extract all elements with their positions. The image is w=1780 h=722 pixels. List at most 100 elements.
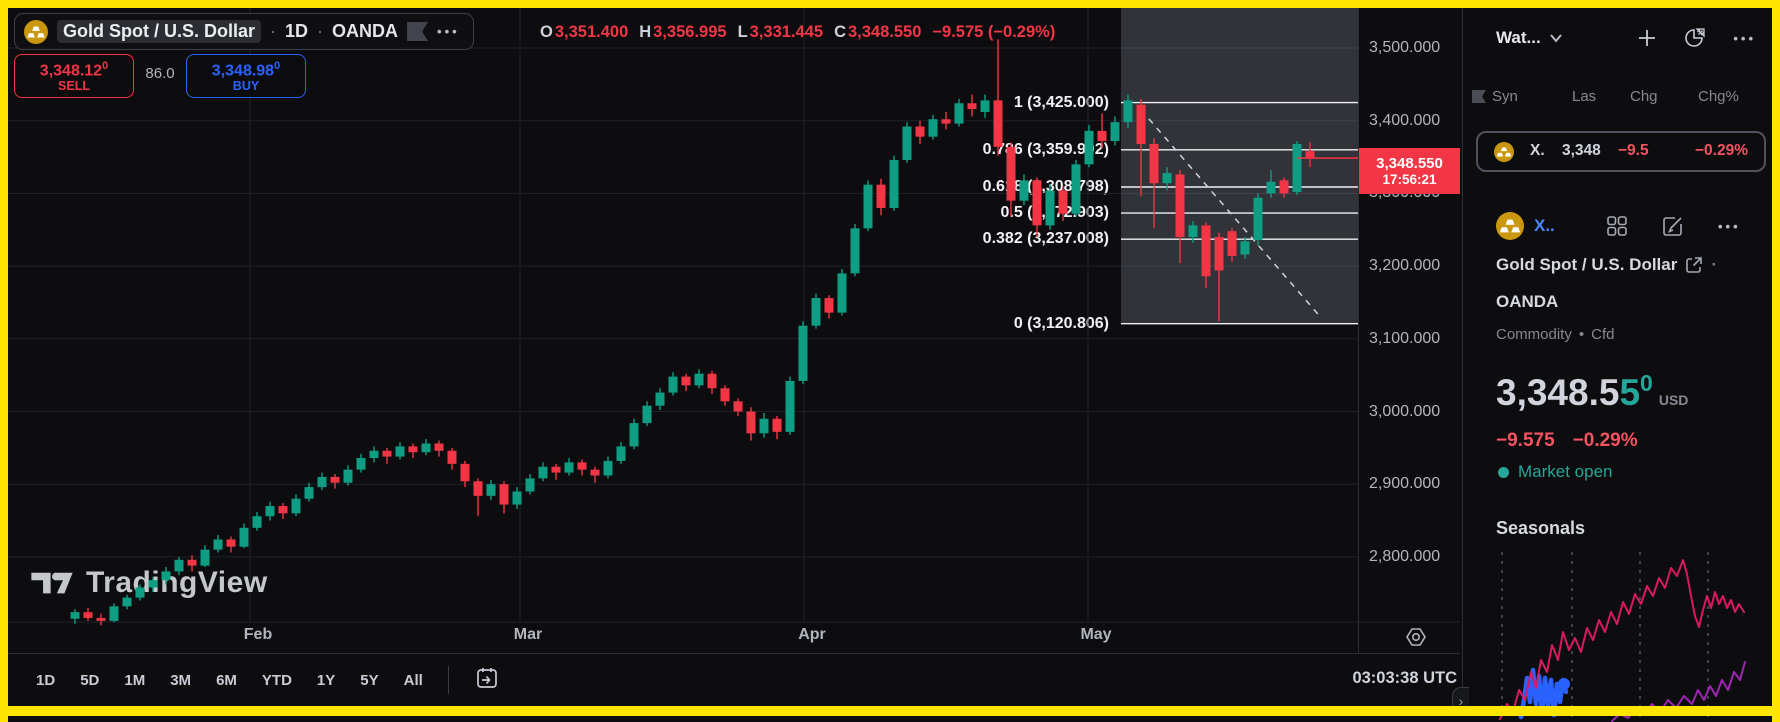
right-sidebar [1470,8,1772,722]
candle [915,126,925,137]
sell-price: 3,348.12 [39,62,103,80]
watchlist-column-chgpct[interactable]: Chg% [1698,88,1739,105]
candle [1240,241,1250,255]
time-axis[interactable]: Feb Mar Apr May [8,622,1460,653]
candle [408,446,418,453]
exchange-label: OANDA [332,21,399,41]
candle [1097,130,1107,142]
buy-price-superscript: 0 [274,59,281,72]
add-symbol-icon[interactable] [1637,28,1657,48]
watchlist-column-chg[interactable]: Chg [1630,88,1658,105]
go-to-date-icon[interactable] [474,665,500,696]
price-superscript-digit: 0 [1640,370,1653,396]
candle [213,539,223,550]
range-button-5d[interactable]: 5D [80,671,100,689]
row-change: −9.5 [1618,142,1649,159]
candle [733,401,743,412]
header-separator: · [317,21,324,41]
clock[interactable]: 03:03:38 UTC [1352,669,1457,687]
buy-button[interactable]: 3,348.980 BUY [186,54,306,98]
watchlist-header: Wat... ••• [1470,18,1764,58]
symbol-name-text[interactable]: Gold Spot / U.S. Dollar [1496,255,1678,274]
watchlist-column-syn[interactable]: Syn [1492,88,1518,105]
candle [226,539,236,547]
pie-chart-icon[interactable] [1683,26,1707,50]
pane-divider[interactable] [1462,0,1463,706]
watchlist-column-las[interactable]: Las [1572,88,1597,105]
candle [252,516,262,528]
candle [538,466,548,479]
candle [759,418,769,434]
candle [395,446,405,457]
sell-label: SELL [58,79,90,94]
candle [499,484,509,505]
price-currency: USD [1658,392,1689,408]
candle [1110,122,1120,142]
grid-layout-icon[interactable] [1606,215,1628,237]
price-axis-label: 2,900.000 [1369,475,1441,493]
candlestick-plot[interactable] [0,0,1460,653]
external-link-icon[interactable] [1685,256,1703,274]
interval-label[interactable]: 1D [285,21,309,41]
price-axis[interactable]: 3,500.0003,400.0003,300.0003,200.0003,10… [1358,8,1460,653]
candle [1266,181,1276,194]
range-button-1d[interactable]: 1D [36,671,56,689]
market-open-dot-icon [1498,466,1509,478]
watchlist-row-xauusd[interactable]: X. 3,348 −9.5 −0.29% [1476,131,1766,172]
compose-edit-icon[interactable] [1662,215,1684,237]
candle [460,463,470,482]
watchlist-more-icon[interactable]: ••• [1733,30,1756,46]
detail-symbol-link[interactable]: X.. [1534,216,1555,235]
symbol-title[interactable]: Gold Spot / U.S. Dollar [57,20,262,43]
detail-more-icon[interactable]: ••• [1718,219,1741,234]
range-button-1m[interactable]: 1M [124,671,146,689]
candle [265,506,275,517]
fib-level-label-1: 1 (3,425.000) [1013,93,1109,111]
fib-level-label-0.5: 0.5 (3,272.903) [1000,204,1109,222]
candle [798,325,808,381]
symbol-full-name[interactable]: Gold Spot / U.S. Dollar · [1496,255,1717,275]
sell-button[interactable]: 3,348.120 SELL [14,54,134,98]
range-button-3m[interactable]: 3M [170,671,192,689]
candle [109,606,119,621]
candle [629,423,639,447]
candle [1305,151,1315,159]
candle [161,571,171,581]
candle [200,549,210,566]
flag-column-icon[interactable] [1472,90,1486,103]
candle [564,462,574,473]
price-axis-label: 3,200.000 [1369,257,1441,275]
symbol-header[interactable]: Gold Spot / U.S. Dollar · 1D · OANDA ••• [14,13,474,50]
bullet-separator: • [1578,326,1585,343]
timezone-settings-icon[interactable] [1404,625,1428,649]
name-separator-dot: · [1711,255,1718,274]
candle [70,612,80,619]
range-button-1y[interactable]: 1Y [316,671,336,689]
range-button-6m[interactable]: 6M [216,671,237,689]
chevron-down-icon[interactable] [1549,33,1563,43]
more-options-icon[interactable]: ••• [437,24,460,39]
candle [616,446,626,461]
range-button-ytd[interactable]: YTD [261,671,292,689]
price-axis-label: 3,000.000 [1369,402,1441,420]
flag-icon[interactable] [407,22,429,41]
candle [655,392,665,406]
candle [382,450,392,457]
range-button-all[interactable]: All [403,671,423,689]
candle [512,491,522,505]
candle [473,481,483,496]
open-label: O [540,22,553,41]
highlight-frame-top [0,0,1780,8]
candle [1032,180,1042,226]
candle [1123,100,1133,123]
range-button-5y[interactable]: 5Y [360,671,379,689]
highlight-frame-bottom [0,706,1780,716]
last-price-value: 3,348.550 [1376,154,1443,172]
row-last-price: 3,348 [1562,142,1601,159]
ohlc-readout: O 3,351.400 H 3,356.995 L 3,331.445 C 3,348.… [540,20,1055,44]
candle [343,469,353,483]
tradingview-logo-icon [31,572,73,594]
gold-symbol-icon [1494,142,1514,162]
watchlist-title[interactable]: Wat... [1496,28,1541,47]
